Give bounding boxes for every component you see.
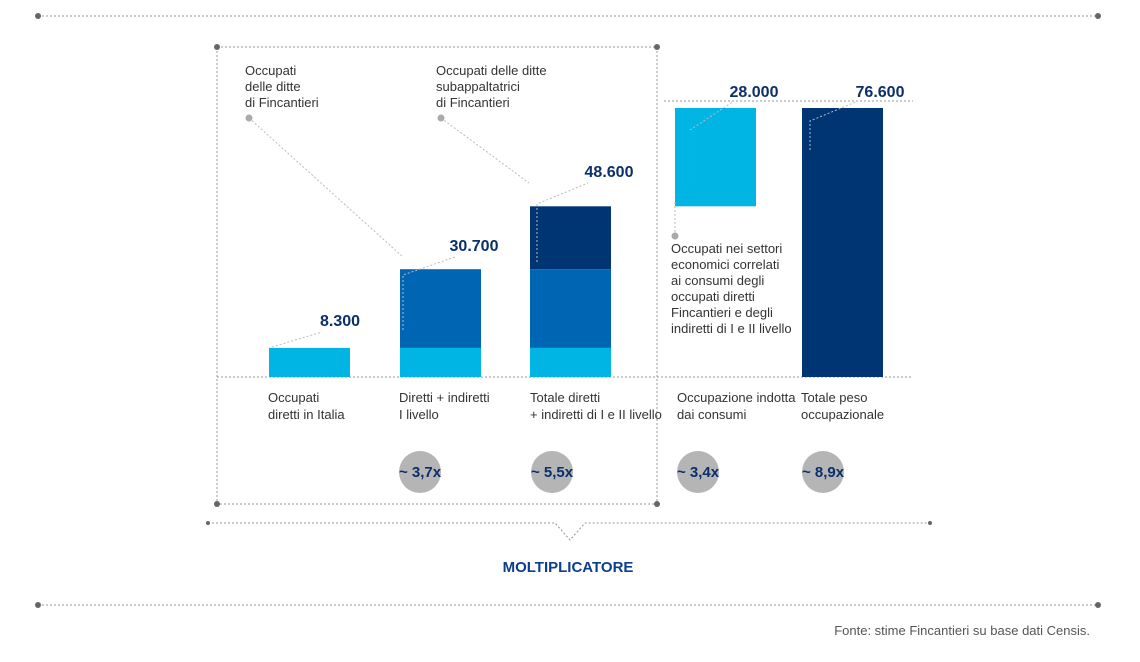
multiplier-badges: ~ 3,7x ~ 5,5x ~ 3,4x ~ 8,9x	[399, 451, 845, 493]
multiplier-circle	[802, 451, 844, 493]
value-label-2: 30.700	[450, 238, 499, 255]
annotation-connector-1	[248, 117, 404, 258]
value-label-5: 76.600	[856, 84, 905, 101]
brace-line	[208, 522, 930, 541]
value-label-1: 8.300	[320, 313, 360, 330]
category-label-line: + indiretti di I e II livello	[530, 407, 662, 422]
annotation-line: indiretti di I e II livello	[671, 321, 792, 336]
multiplier-label-4: ~ 3,4x	[677, 464, 720, 481]
value-labels: 8.300 30.700 48.600 28.000 76.600	[320, 84, 905, 330]
multiplier-circle	[531, 451, 573, 493]
annotation-dot	[437, 114, 445, 122]
annotation-line: occupati diretti	[671, 289, 755, 304]
category-label-5: Totale peso occupazionale	[801, 390, 884, 422]
bar-3-segment-3	[530, 206, 611, 270]
annotation-line: di Fincantieri	[436, 95, 510, 110]
bar-2-segment-2	[400, 269, 481, 348]
annotation-subappaltatrici: Occupati delle ditte subappaltatrici di …	[436, 63, 550, 110]
category-label-line: Totale diretti	[530, 390, 600, 405]
annotation-dots	[245, 114, 679, 240]
annotation-line: Occupati delle ditte	[436, 63, 547, 78]
category-label-2: Diretti + indiretti I livello	[399, 390, 493, 422]
annotation-line: Fincantieri e degli	[671, 305, 773, 320]
annotation-line: delle ditte	[245, 79, 301, 94]
category-label-line: Occupati	[268, 390, 319, 405]
annotation-dot	[245, 114, 253, 122]
annotation-settori: Occupati nei settori economici correlati…	[671, 241, 792, 336]
annotation-dot	[671, 232, 679, 240]
bar-1-segment-1	[269, 347, 350, 377]
category-label-3: Totale diretti + indiretti di I e II liv…	[530, 390, 662, 422]
frame-dot	[214, 44, 220, 50]
frame-dot	[654, 501, 660, 507]
value-connector-1	[271, 331, 323, 348]
category-label-line: Totale peso	[801, 390, 868, 405]
annotation-line: subappaltatrici	[436, 79, 520, 94]
annotation-line: Occupati	[245, 63, 296, 78]
multiplier-circle	[677, 451, 719, 493]
frame-dot	[928, 521, 932, 525]
value-connector-5	[809, 100, 859, 150]
frame-dot	[1095, 13, 1101, 19]
annotation-line: Occupati nei settori	[671, 241, 782, 256]
multiplier-circle	[399, 451, 441, 493]
bars	[269, 108, 883, 377]
category-label-4: Occupazione indotta dai consumi	[677, 390, 799, 422]
category-label-line: Occupazione indotta	[677, 390, 796, 405]
frame-dot	[654, 44, 660, 50]
bar-5-segment-1	[802, 108, 883, 377]
frame-dot	[214, 501, 220, 507]
annotation-line: di Fincantieri	[245, 95, 319, 110]
bar-3-segment-2	[530, 269, 611, 348]
connectors	[248, 100, 859, 348]
group-label: MOLTIPLICATORE	[503, 559, 634, 576]
group-box	[216, 46, 658, 505]
bar-2-segment-1	[400, 347, 481, 377]
annotation-line: economici correlati	[671, 257, 779, 272]
annotation-ditte: Occupati delle ditte di Fincantieri	[245, 63, 319, 110]
frame-dot	[206, 521, 210, 525]
annotation-line: ai consumi degli	[671, 273, 764, 288]
annotation-connector-2	[440, 117, 530, 184]
category-label-line: dai consumi	[677, 407, 746, 422]
multiplier-label-5: ~ 8,9x	[802, 464, 845, 481]
frame-dots	[35, 13, 1101, 608]
category-label-line: Diretti + indiretti	[399, 390, 490, 405]
category-label-1: Occupati diretti in Italia	[268, 390, 345, 422]
category-label-line: occupazionale	[801, 407, 884, 422]
value-connector-4	[689, 100, 735, 131]
bar-3-segment-1	[530, 347, 611, 377]
multiplier-label-3: ~ 5,5x	[531, 464, 574, 481]
multiplier-label-2: ~ 3,7x	[399, 464, 442, 481]
value-connector-3	[536, 182, 589, 262]
frame-dot	[1095, 602, 1101, 608]
category-label-line: diretti in Italia	[268, 407, 345, 422]
value-label-4: 28.000	[730, 84, 779, 101]
bar-4-segment-1	[675, 108, 756, 207]
frame-dot	[35, 13, 41, 19]
category-label-line: I livello	[399, 407, 439, 422]
source-note: Fonte: stime Fincantieri su base dati Ce…	[834, 623, 1090, 638]
value-label-3: 48.600	[585, 164, 634, 181]
frame-dot	[35, 602, 41, 608]
